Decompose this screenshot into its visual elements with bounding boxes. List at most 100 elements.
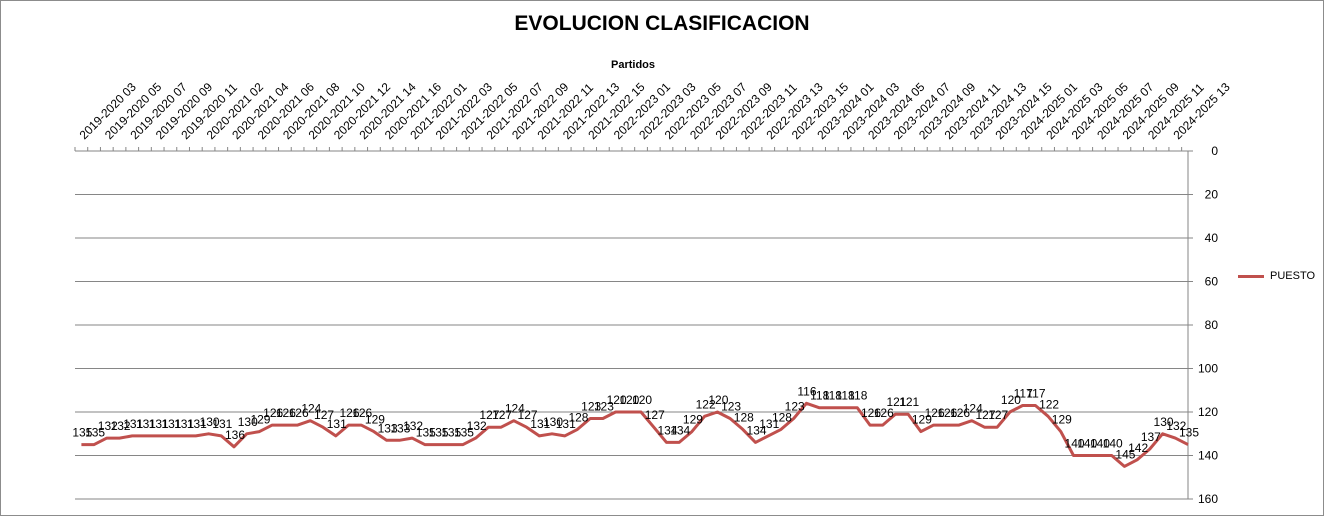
legend: PUESTO [1238,270,1315,282]
data-label: 124 [963,402,983,416]
data-label: 129 [365,413,385,427]
data-label: 126 [925,406,945,420]
data-label: 131 [556,417,576,431]
data-label: 124 [505,402,525,416]
series-puesto [81,401,1189,468]
data-label: 131 [136,417,156,431]
data-label: 129 [250,413,270,427]
data-label: 130 [1154,415,1174,429]
data-label: 132 [403,419,423,433]
data-label: 126 [950,406,970,420]
data-label: 123 [785,400,805,414]
data-label: 134 [670,423,690,437]
data-label: 126 [263,406,283,420]
data-label: 128 [568,410,588,424]
data-label: 127 [518,408,538,422]
data-label: 131 [187,417,207,431]
y-tick-labels: 0 20 40 60 80 100 120 140 160 [1198,144,1218,506]
data-labels: 1351351321321311311311311311311301311361… [72,384,1199,461]
chart-title: EVOLUCION CLASIFICACION [514,12,810,35]
data-label: 132 [467,419,487,433]
data-label: 129 [683,413,703,427]
data-label: 137 [1141,430,1161,444]
x-axis-title: Partidos [610,59,655,71]
data-label: 127 [492,408,512,422]
data-label: 124 [301,402,321,416]
data-label: 130 [543,415,563,429]
data-label: 130 [238,415,258,429]
data-label: 140 [1090,437,1110,451]
data-label: 123 [721,400,741,414]
data-label: 123 [594,400,614,414]
data-label: 131 [212,417,232,431]
data-label: 123 [581,400,601,414]
data-label: 131 [149,417,169,431]
data-label: 117 [1014,386,1033,400]
y-tick-label: 20 [1205,188,1219,202]
data-label: 134 [657,423,677,437]
data-label: 131 [530,417,550,431]
data-label: 126 [937,406,957,420]
data-label: 118 [836,389,855,403]
data-label: 120 [607,393,627,407]
data-label: 142 [1128,441,1148,455]
data-label: 121 [899,395,919,409]
y-tick-label: 160 [1198,492,1218,506]
data-label: 129 [1052,413,1072,427]
y-tick-label: 140 [1198,449,1218,463]
data-label: 116 [797,384,816,398]
data-label: 135 [441,426,461,440]
y-tick-label: 80 [1205,318,1219,332]
data-label: 118 [810,389,829,403]
data-label: 140 [1103,437,1123,451]
data-label: 135 [72,426,92,440]
data-label: 131 [123,417,143,431]
data-label: 126 [874,406,894,420]
data-label: 126 [339,406,359,420]
data-label: 131 [759,417,779,431]
data-label: 131 [161,417,181,431]
data-label: 120 [619,393,639,407]
y-tick-label: 0 [1211,144,1218,158]
data-label: 117 [1026,386,1045,400]
data-label: 133 [390,421,410,435]
data-label: 122 [1039,397,1059,411]
y-tick-label: 120 [1198,405,1218,419]
data-label: 134 [747,423,767,437]
y-tick-label: 40 [1205,231,1219,245]
data-label: 127 [645,408,665,422]
data-label: 145 [1115,447,1135,461]
data-label: 135 [1179,426,1199,440]
data-label: 118 [848,389,867,403]
legend-swatch [1238,274,1264,278]
data-label: 133 [378,421,398,435]
data-label: 127 [975,408,995,422]
data-label: 132 [1166,419,1186,433]
legend-label: PUESTO [1270,270,1316,282]
data-label: 121 [886,395,906,409]
y-tick-label: 60 [1205,275,1219,289]
data-label: 127 [479,408,499,422]
data-label: 135 [429,426,449,440]
data-label: 126 [289,406,309,420]
data-label: 140 [1077,437,1097,451]
data-label: 126 [276,406,296,420]
data-label: 126 [861,406,881,420]
data-label: 140 [1065,437,1085,451]
data-label: 131 [174,417,194,431]
data-label: 120 [708,393,728,407]
data-label: 132 [98,419,118,433]
data-label: 136 [225,428,245,442]
data-label: 130 [200,415,220,429]
data-label: 122 [696,397,716,411]
data-label: 135 [454,426,474,440]
series-line-puesto [81,401,1189,468]
data-label: 129 [912,413,932,427]
data-label: 128 [772,410,792,424]
data-label: 135 [85,426,105,440]
data-label: 126 [352,406,372,420]
y-tick-label: 100 [1198,362,1218,376]
gridlines [75,150,1188,500]
axes [74,147,1193,500]
